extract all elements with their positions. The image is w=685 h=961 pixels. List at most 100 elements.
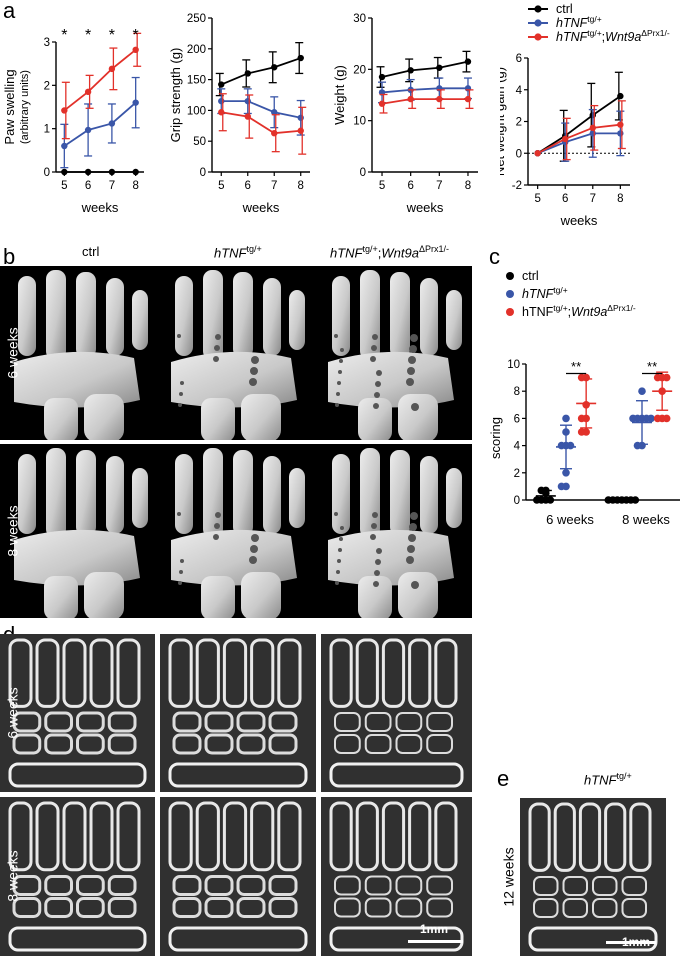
- carpal-outline: [334, 734, 361, 754]
- carpal-outline: [426, 734, 453, 754]
- erosion-pit: [409, 523, 417, 531]
- panel-label-e: e: [497, 766, 510, 791]
- carpal-outline: [236, 875, 266, 896]
- erosion-pit: [335, 403, 339, 407]
- bone-digit: [446, 468, 462, 528]
- bone-outline: [195, 801, 220, 872]
- x-tick-label: 7: [271, 180, 277, 192]
- bone-digit: [390, 450, 410, 536]
- panel-b-row-6w: 6 weeks: [5, 327, 22, 379]
- y-tick-label: 2: [514, 468, 520, 480]
- erosion-pit: [374, 392, 380, 398]
- svg-text:ctrl: ctrl: [522, 269, 539, 283]
- erosion-pit: [249, 556, 257, 564]
- erosion-pit: [339, 537, 343, 541]
- x-tick-label: 8: [465, 180, 471, 192]
- carpal-outline: [44, 733, 73, 755]
- series-line: [537, 132, 621, 155]
- category-label: 6 weeks: [546, 512, 594, 527]
- bone-outline: [62, 801, 87, 872]
- panel-d-row-8w-wrap: 8 weeks: [0, 797, 26, 955]
- paw-swelling-chart: 0 1 2 3 5 6 7 8 weeks Paw swelling (arbitrary unit…: [2, 27, 144, 215]
- erosion-pit: [214, 523, 220, 529]
- bone-outline: [329, 801, 353, 872]
- bone-outline: [222, 638, 248, 708]
- bone-ulna: [84, 572, 124, 618]
- bone-digit: [390, 272, 410, 358]
- carpal-outline: [44, 875, 73, 896]
- erosion-pit: [407, 545, 415, 553]
- panel-d-scale-label: 1mm: [420, 922, 449, 936]
- data-point: [108, 65, 116, 73]
- carpal-outline: [364, 712, 392, 732]
- bone-outline: [381, 638, 406, 708]
- bone-outline: [604, 802, 627, 872]
- panel-e-row: 12 weeks: [501, 847, 517, 907]
- bone-outline: [195, 638, 220, 708]
- series-line: [381, 98, 468, 105]
- legend-a-double: hTNFtg/+;Wnt9aΔPrx1/-: [528, 28, 670, 44]
- panel-b-col-htnf: hTNFtg/+: [214, 244, 262, 261]
- y-tick-label: 8: [514, 386, 520, 398]
- data-point: [407, 95, 414, 103]
- erosion-pit: [340, 348, 344, 352]
- bone-outline: [434, 801, 458, 872]
- panel-label-b: b: [3, 244, 16, 269]
- significance-star: *: [133, 27, 139, 44]
- erosion-pit: [410, 334, 418, 342]
- y-tick-label: 100: [187, 105, 206, 117]
- data-point: [436, 95, 443, 103]
- carpal-outline: [533, 876, 559, 896]
- data-point: [464, 85, 472, 92]
- erosion-pit: [375, 559, 381, 565]
- erosion-pit: [178, 403, 182, 407]
- bone-outline: [553, 802, 576, 872]
- series-line: [63, 101, 137, 147]
- erosion-pit: [410, 512, 418, 520]
- bone-digit: [289, 290, 305, 350]
- bone-digit: [332, 454, 350, 534]
- radius-outline: [528, 926, 658, 952]
- erosion-pit: [338, 548, 342, 552]
- panel-b-row-6w-wrap: 6 weeks: [0, 266, 26, 440]
- bone-ulna: [398, 572, 438, 618]
- erosion-pit: [180, 559, 184, 563]
- erosion-pit: [373, 403, 379, 409]
- carpal-outline: [172, 711, 202, 733]
- y-axis-label: Grip strength (g): [168, 48, 183, 143]
- significance-star: *: [109, 27, 115, 44]
- data-point: [61, 168, 68, 176]
- y-axis-sublabel: (arbitrary units): [19, 70, 31, 144]
- erosion-pit: [375, 381, 381, 387]
- x-tick-label: 6: [85, 180, 91, 192]
- score-point: [638, 387, 646, 395]
- significance-star: *: [61, 27, 67, 44]
- erosion-pit: [251, 356, 259, 364]
- carpal-outline: [533, 898, 559, 918]
- radius-outline: [8, 762, 147, 788]
- erosion-pit: [411, 581, 419, 589]
- carpal-outline: [76, 733, 105, 755]
- micro-ct-sections-image: [0, 634, 472, 956]
- radius-outline: [8, 926, 147, 952]
- carpal-outline: [76, 897, 105, 918]
- carpal-outline: [236, 897, 266, 918]
- erosion-pit: [215, 512, 221, 518]
- erosion-pit: [408, 356, 416, 364]
- erosion-pit: [376, 370, 382, 376]
- bone-digit: [46, 448, 66, 538]
- x-tick-label: 7: [109, 180, 115, 192]
- weight-chart: 0 10 20 30 5 6 7 8 weeks Weight (g): [332, 13, 478, 215]
- bone-outline: [355, 801, 379, 872]
- carpal-outline: [172, 897, 202, 918]
- x-axis-label: weeks: [560, 213, 598, 228]
- panel-b-row-8w-wrap: 8 weeks: [0, 444, 26, 618]
- erosion-pit: [179, 392, 183, 396]
- carpal-outline: [268, 733, 298, 755]
- y-axis-label: Paw swelling: [2, 69, 17, 144]
- y-tick-label: 0: [516, 148, 522, 160]
- radius-outline: [329, 926, 464, 952]
- carpal-outline: [172, 733, 202, 755]
- bone-digit: [175, 276, 193, 356]
- carpal-outline: [44, 711, 73, 733]
